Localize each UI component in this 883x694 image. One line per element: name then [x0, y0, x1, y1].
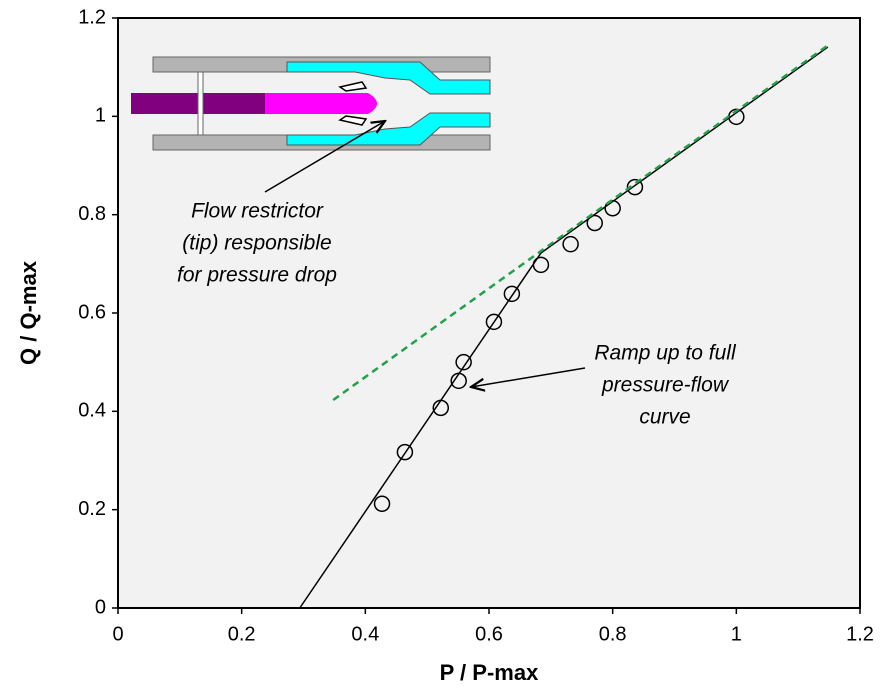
- x-tick-label: 0.6: [475, 623, 503, 645]
- y-tick-label: 0: [95, 596, 106, 618]
- fit-line: [299, 46, 829, 609]
- annotation: Flow restrictor: [191, 200, 324, 223]
- x-axis-label: P / P-max: [440, 660, 539, 685]
- y-tick-label: 1.2: [78, 6, 106, 28]
- annotation: pressure-flow: [601, 374, 730, 397]
- annotation-arrow: [264, 121, 385, 193]
- y-tick-label: 1: [95, 105, 106, 127]
- marks: [299, 43, 831, 609]
- annotation: curve: [639, 406, 690, 429]
- x-tick-label: 0.2: [228, 623, 256, 645]
- slot: [197, 71, 204, 136]
- x-tick-label: 0.8: [599, 623, 627, 645]
- annotation: Ramp up to full: [594, 342, 737, 365]
- x-tick-label: 0.4: [351, 623, 379, 645]
- y-tick-label: 0.2: [78, 498, 106, 520]
- x-tick-label: 1.2: [846, 623, 874, 645]
- data-point: [626, 178, 644, 196]
- data-point: [396, 443, 414, 461]
- y-tick-label: 0.6: [78, 301, 106, 323]
- restrictor: [338, 81, 368, 92]
- data-point: [373, 495, 391, 513]
- y-axis-label: Q / Q-max: [16, 260, 41, 365]
- nozzle-diagram: [131, 56, 491, 151]
- data-point: [586, 214, 603, 232]
- annotation: (tip) responsible: [182, 232, 331, 255]
- data-point: [485, 313, 503, 331]
- channel-top: [286, 61, 491, 95]
- data-point: [562, 235, 579, 253]
- y-tick-label: 0.8: [78, 203, 106, 225]
- annotation: for pressure drop: [177, 264, 337, 287]
- x-tick-label: 0: [112, 623, 123, 645]
- x-tick-label: 1: [731, 623, 742, 645]
- channel-bottom: [286, 112, 491, 146]
- y-tick-label: 0.4: [78, 400, 106, 422]
- plunger-tip: [265, 93, 377, 114]
- restrictor: [338, 115, 368, 126]
- data-point: [455, 353, 472, 371]
- annotation-arrow: [471, 367, 586, 387]
- data-point: [503, 285, 521, 303]
- trend-line: [332, 43, 831, 402]
